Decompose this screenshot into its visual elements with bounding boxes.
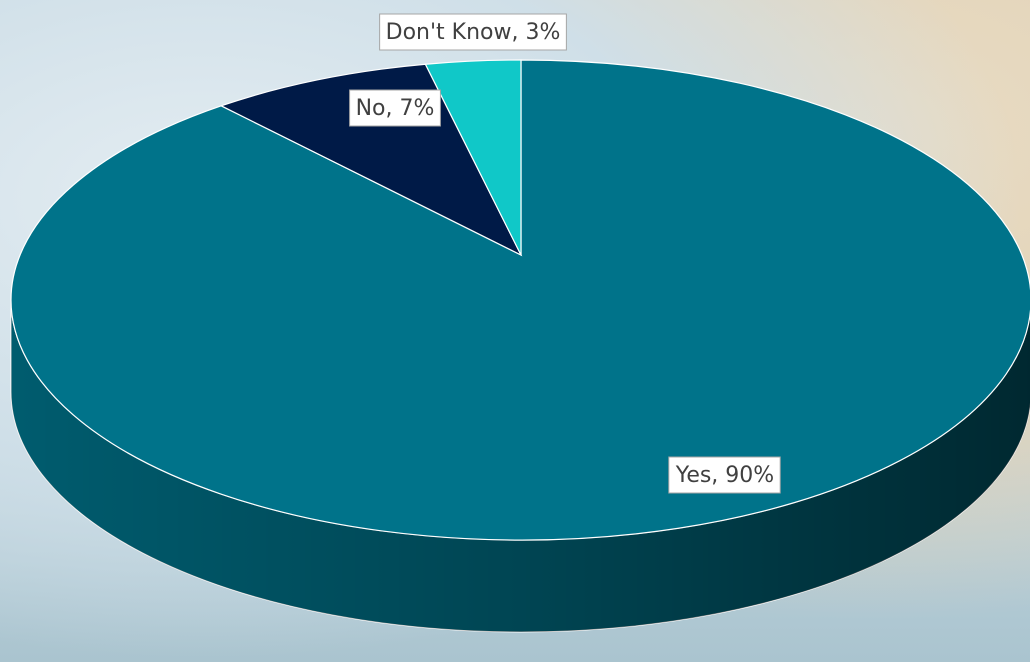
slice: [10, 59, 1030, 541]
slice: [219, 63, 523, 257]
data-label: No, 7%: [356, 96, 435, 121]
slice-side-shade: [11, 300, 1030, 632]
slice: [424, 59, 522, 256]
data-label-box: [379, 13, 567, 51]
data-label: Yes, 90%: [675, 463, 774, 488]
data-label-box: [668, 456, 781, 494]
data-label-box: [349, 89, 441, 127]
data-label: Don't Know, 3%: [386, 20, 561, 45]
